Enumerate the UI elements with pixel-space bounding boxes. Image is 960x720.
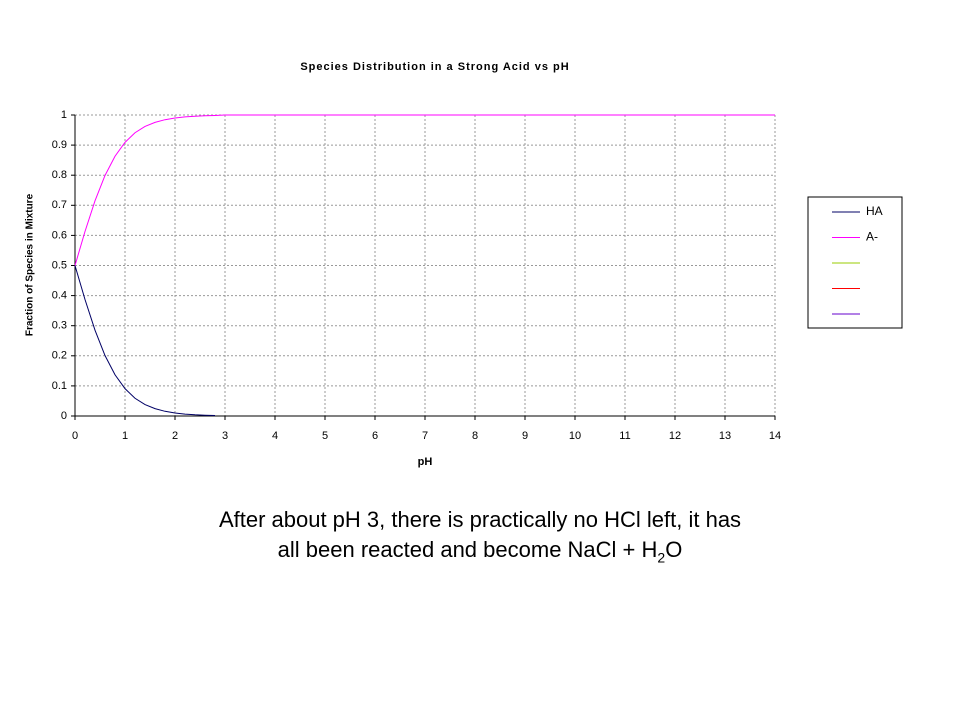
y-tick-label: 0 <box>61 410 67 422</box>
y-tick-label: 0.7 <box>52 199 67 211</box>
chart: Species Distribution in a Strong Acid vs… <box>25 61 903 468</box>
x-tick-label: 0 <box>72 430 78 442</box>
series-line <box>74 114 775 266</box>
y-tick-label: 0.2 <box>52 350 67 362</box>
x-tick-label: 7 <box>422 430 428 442</box>
x-tick-label: 5 <box>322 430 328 442</box>
x-tick-label: 13 <box>719 430 731 442</box>
x-tick-label: 14 <box>769 430 781 442</box>
caption: After about pH 3, there is practically n… <box>0 505 960 572</box>
legend-label: HA <box>866 204 883 218</box>
y-axis-label: Fraction of Species in Mixture <box>25 193 36 336</box>
legend-label: A- <box>866 230 878 244</box>
y-tick-label: 0.9 <box>52 139 67 151</box>
y-tick-label: 0.8 <box>52 169 67 181</box>
chart-title: Species Distribution in a Strong Acid vs… <box>300 61 569 73</box>
caption-text: all been reacted and become NaCl + H <box>277 537 658 562</box>
caption-line: After about pH 3, there is practically n… <box>218 507 742 532</box>
x-tick-label: 9 <box>522 430 528 442</box>
x-tick-label: 6 <box>372 430 378 442</box>
y-tick-label: 0.1 <box>52 380 67 392</box>
caption-text: O <box>665 537 683 562</box>
x-axis-label: pH <box>418 456 433 468</box>
y-tick-label: 1 <box>61 109 67 121</box>
x-tick-label: 3 <box>222 430 228 442</box>
caption-line: all been reacted and become NaCl + H2O <box>0 535 960 572</box>
x-tick-label: 12 <box>669 430 681 442</box>
x-tick-label: 11 <box>619 430 630 442</box>
x-tick-label: 1 <box>122 430 128 442</box>
x-tick-label: 10 <box>569 430 581 442</box>
y-tick-label: 0.5 <box>52 259 67 271</box>
x-tick-label: 8 <box>472 430 478 442</box>
y-tick-label: 0.6 <box>52 229 67 241</box>
y-tick-label: 0.4 <box>52 290 67 302</box>
x-tick-label: 4 <box>272 430 278 442</box>
y-tick-label: 0.3 <box>52 320 67 332</box>
series-line <box>74 265 216 417</box>
x-tick-label: 2 <box>172 430 178 442</box>
caption-subscript: 2 <box>657 549 666 566</box>
